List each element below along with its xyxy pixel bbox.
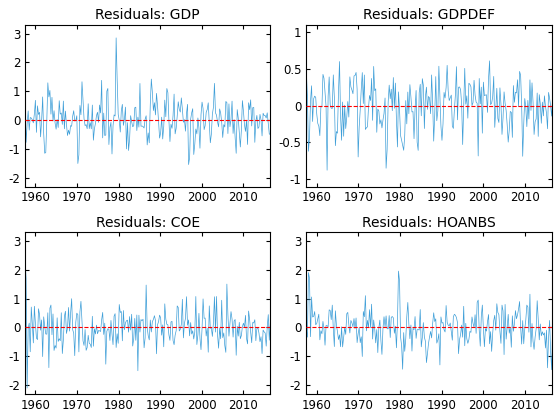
Title: Residuals: GDPDEF: Residuals: GDPDEF bbox=[363, 8, 495, 22]
Title: Residuals: HOANBS: Residuals: HOANBS bbox=[362, 215, 496, 230]
Title: Residuals: GDP: Residuals: GDP bbox=[95, 8, 200, 22]
Title: Residuals: COE: Residuals: COE bbox=[96, 215, 200, 230]
